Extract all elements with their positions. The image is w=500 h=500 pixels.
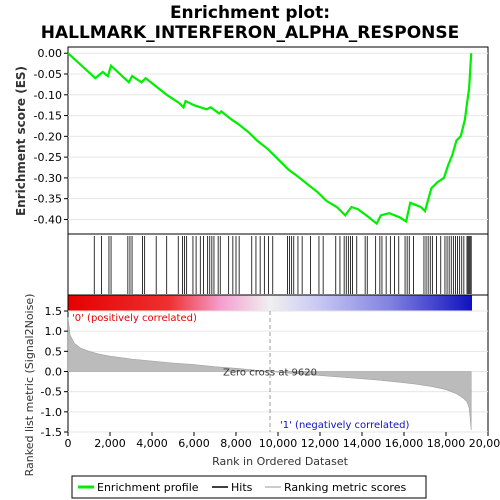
chart-title-line2: HALLMARK_INTERFERON_ALPHA_RESPONSE (41, 23, 460, 43)
chart-title-line1: Enrichment plot: (170, 3, 330, 23)
legend-box (71, 475, 427, 499)
es-y-tick-label: -0.30 (34, 172, 62, 185)
hits-panel-frame (67, 233, 489, 296)
es-y-tick-label: -0.40 (34, 213, 62, 226)
metric-y-tick-label: 1.5 (45, 305, 63, 318)
metric-y-tick-label: -1.0 (41, 406, 62, 419)
enrichment-profile-line (67, 52, 473, 226)
x-tick-label: 14,000 (343, 437, 382, 450)
positive-correlation-label: '0' (positively correlated) (72, 313, 197, 324)
es-y-tick-label: -0.20 (34, 130, 62, 143)
x-tick-label: 0 (65, 437, 72, 450)
x-tick-label: 6,000 (178, 437, 210, 450)
negative-correlation-label: '1' (negatively correlated) (280, 420, 409, 431)
rank-color-bar (68, 295, 472, 311)
metric-y-tick-label: 1.0 (45, 325, 63, 338)
es-y-tick-label: -0.25 (34, 151, 62, 164)
metric-y-tick-label: -1.5 (41, 426, 62, 439)
es-y-tick-label: 0.00 (38, 47, 63, 60)
metric-y-axis-title: Ranked list metric (Signal2Noise) (23, 294, 36, 477)
es-y-tick-label: -0.10 (34, 89, 62, 102)
x-axis-ticks: 0 2,000 4,000 6,000 8,000 10,000 12,000 14,000 1… (65, 432, 500, 450)
x-tick-label: 20,000 (469, 437, 500, 450)
metric-y-tick-label: -0.5 (41, 386, 62, 399)
es-gridlines (68, 52, 488, 220)
x-tick-label: 18,000 (427, 437, 466, 450)
ranking-metric-series (67, 317, 472, 431)
es-y-axis-ticks: 0.00 -0.05 -0.10 -0.15 -0.20 -0.25 -0.30 -0.35 -… (34, 47, 68, 226)
x-axis-title: Rank in Ordered Dataset (212, 455, 349, 468)
legend-label-hits: Hits (231, 481, 253, 494)
es-y-tick-label: -0.05 (34, 68, 62, 81)
x-tick-label: 10,000 (259, 437, 298, 450)
metric-y-axis-ticks: 1.5 1.0 0.5 0.0 -0.5 -1.0 -1.5 (41, 305, 68, 439)
x-tick-label: 2,000 (94, 437, 126, 450)
es-y-tick-label: -0.15 (34, 110, 62, 123)
metric-y-tick-label: 0.0 (45, 366, 63, 379)
hits-series (93, 236, 472, 294)
legend-label-enrichment-profile: Enrichment profile (97, 481, 199, 494)
legend-label-ranking-metric: Ranking metric scores (284, 481, 406, 494)
x-tick-label: 16,000 (385, 437, 424, 450)
es-y-axis-title: Enrichment score (ES) (14, 66, 28, 216)
x-tick-label: 4,000 (136, 437, 168, 450)
enrichment-profile-series (67, 52, 473, 226)
x-tick-label: 12,000 (301, 437, 340, 450)
es-y-tick-label: -0.35 (34, 193, 62, 206)
x-tick-label: 8,000 (220, 437, 252, 450)
ranking-metric-area (67, 317, 472, 431)
zero-cross-label: Zero cross at 9620 (223, 368, 317, 379)
metric-y-tick-label: 0.5 (45, 345, 63, 358)
es-panel-frame (67, 46, 489, 235)
